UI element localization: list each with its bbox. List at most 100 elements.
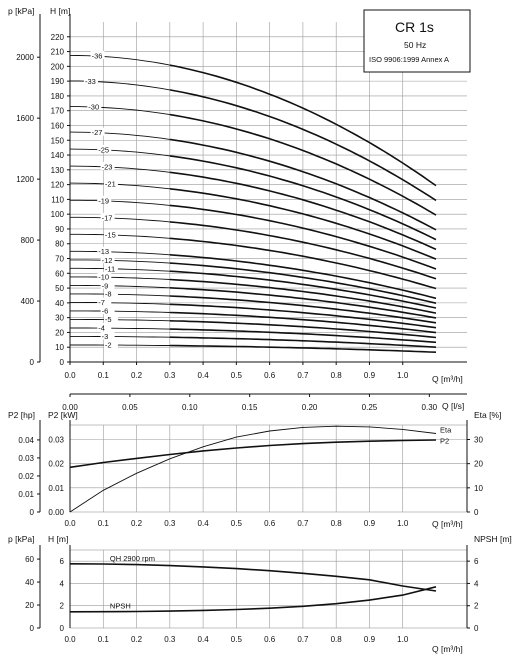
- stage-label: -4: [98, 324, 105, 333]
- stage-curve-extension: [70, 344, 170, 346]
- q-tick-label: 0.7: [297, 519, 309, 528]
- q-tick-label: 1.0: [397, 519, 409, 528]
- npsh-tick-label: 0: [474, 624, 479, 633]
- q-tick-label: 0.5: [231, 635, 243, 644]
- stage-curve-extension: [70, 318, 170, 322]
- stage-curve-extension: [70, 259, 170, 264]
- qh-label: QH 2900 rpm: [110, 554, 155, 563]
- stage-label-bg: [100, 255, 115, 264]
- stage-curve: [169, 278, 437, 314]
- q-tick-label: 0.8: [331, 371, 343, 380]
- stage-label: -19: [98, 196, 109, 205]
- npsh-label: NPSH [m]: [474, 534, 512, 544]
- stage-curve: [169, 295, 437, 324]
- kw-tick-label: 0.01: [48, 484, 64, 493]
- stage-curve-extension: [70, 250, 170, 256]
- stage-curve-extension: [70, 233, 170, 239]
- stage-label: -17: [102, 213, 113, 222]
- q-tick-label: 0.0: [64, 371, 76, 380]
- stage-curve-extension: [70, 310, 170, 313]
- h-axis-label: H [m]: [50, 6, 70, 16]
- stage-curve: [169, 188, 437, 260]
- stage-label-bg: [100, 331, 115, 340]
- npsh-curves: QH 2900 rpm NPSH: [69, 554, 437, 613]
- stage-label: -36: [92, 52, 103, 61]
- q-tick-label: 0.5: [231, 371, 243, 380]
- h-tick-label: 180: [51, 92, 65, 101]
- npsh-curve: [69, 586, 437, 613]
- stage-label-bg: [97, 195, 112, 204]
- ls-tick-label: 0.05: [122, 403, 138, 412]
- hp-tick-label: 0.04: [18, 436, 34, 445]
- chart-standard: ISO 9906:1999 Annex A: [369, 55, 449, 64]
- stage-curve: [169, 64, 437, 187]
- h-tick-label: 200: [51, 62, 65, 71]
- eta-label: Eta: [440, 425, 452, 434]
- stage-curve-extension: [69, 165, 170, 173]
- bottom-x-label: Q [m³/h]: [432, 644, 463, 654]
- stage-curve-extension: [69, 182, 170, 190]
- stage-label-bg: [103, 263, 118, 272]
- power-frame: [69, 424, 468, 513]
- h-tick-label: 120: [51, 181, 65, 190]
- p2-curve: [69, 439, 437, 469]
- stage-label: -27: [92, 128, 103, 137]
- stage-label: -6: [102, 307, 109, 316]
- q-tick-label: 1.0: [397, 371, 409, 380]
- q-tick-label: 0.0: [64, 635, 76, 644]
- stage-curve: [169, 328, 437, 344]
- stage-label-bg: [90, 127, 105, 136]
- ls-tick-label: 0.10: [182, 403, 198, 412]
- kw-tick-label: 0.00: [48, 508, 64, 517]
- stage-curve-extension: [70, 327, 170, 330]
- stage-label: -2: [105, 341, 112, 350]
- stage-curve-extension: [69, 54, 170, 66]
- q-tick-label: 0.9: [364, 371, 376, 380]
- mid-x-label: Q [m³/h]: [432, 519, 463, 529]
- stage-curve: [169, 138, 437, 231]
- stage-label: -5: [105, 315, 112, 324]
- stage-label-bg: [97, 272, 112, 281]
- stage-curve-extension: [70, 284, 170, 289]
- stage-curve: [169, 287, 437, 319]
- stage-curve-extension: [69, 148, 170, 157]
- stage-label: -25: [98, 145, 109, 154]
- stage-curve: [169, 303, 437, 329]
- chart-subtitle: 50 Hz: [404, 40, 426, 50]
- stage-label-bg: [103, 289, 118, 298]
- h-tick-label: 0: [60, 358, 65, 367]
- stage-label-bg: [100, 306, 115, 315]
- stage-curve: [169, 270, 437, 309]
- kw-tick-label: 0.03: [48, 436, 64, 445]
- ls-tick-label: 0.00: [62, 403, 78, 412]
- h-tick-label: 70: [55, 255, 64, 264]
- stage-curve: [169, 89, 437, 202]
- h-tick-label: 40: [55, 299, 64, 308]
- stage-curve: [169, 344, 437, 353]
- power-curves: P2 Eta: [69, 425, 452, 513]
- stage-curve: [169, 204, 437, 270]
- stage-label-bg: [103, 314, 118, 323]
- q-tick-label: 0.5: [231, 519, 243, 528]
- stage-curve: [169, 171, 437, 251]
- kpa-tick-label: 60: [25, 555, 34, 564]
- p-tick-label: 400: [21, 297, 35, 306]
- p-axis-label: p [kPa]: [8, 6, 34, 16]
- h-tick-label: 160: [51, 121, 65, 130]
- npsh-tick-label: 6: [474, 557, 479, 566]
- ls-tick-label: 0.20: [302, 403, 318, 412]
- stage-label: -13: [98, 247, 109, 256]
- npsh-tick-label: 2: [474, 602, 479, 611]
- q-tick-label: 0.8: [331, 635, 343, 644]
- kw-tick-label: 0.02: [48, 460, 64, 469]
- hp-tick-label: 0.01: [18, 490, 34, 499]
- power-grid: 0.00 0.01 0.02 0.03 0 0.01 0.02 0.03 0.04 0 10 20 30…: [18, 420, 483, 528]
- h-tick-label: 220: [51, 33, 65, 42]
- stage-label: -30: [88, 102, 99, 111]
- q-tick-label: 0.3: [164, 371, 176, 380]
- h-tick-label: 2: [60, 602, 65, 611]
- p-tick-label: 2000: [16, 53, 34, 62]
- q-tick-label: 0.2: [131, 519, 143, 528]
- hp-tick-label: 0: [30, 508, 35, 517]
